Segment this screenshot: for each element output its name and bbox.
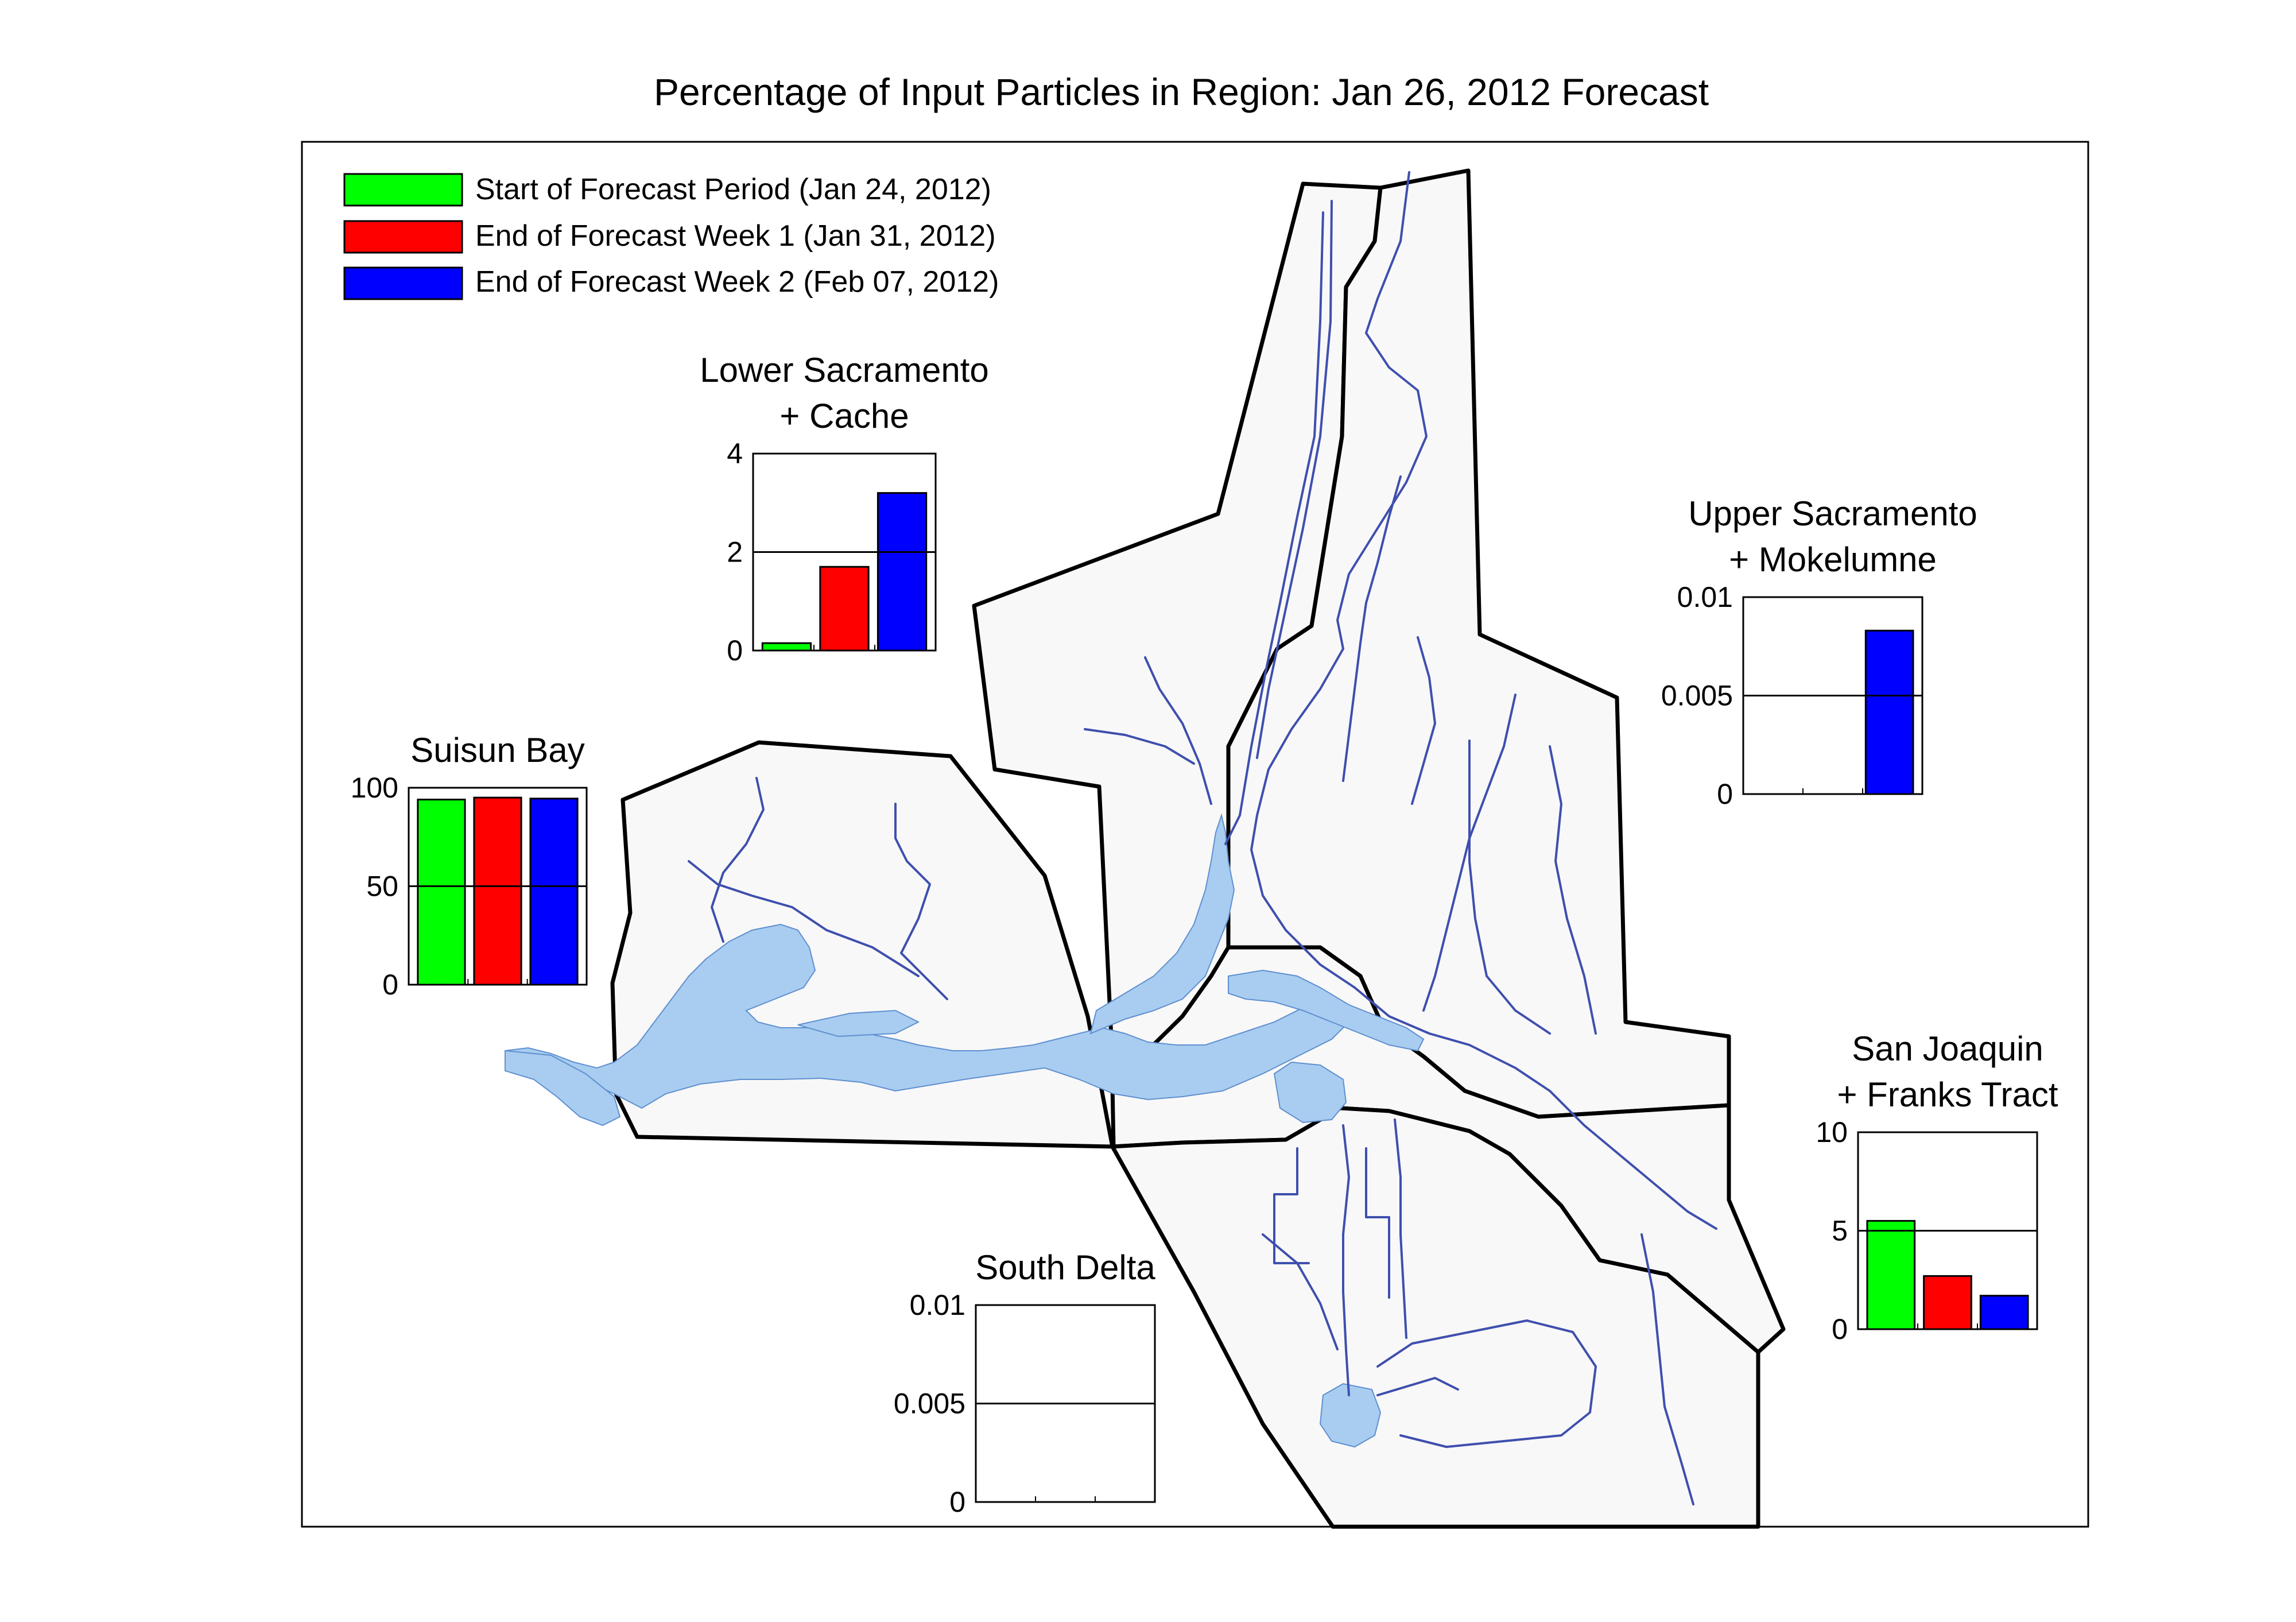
- suisun-marsh-north: [711, 777, 765, 943]
- y-tick-label: 4: [727, 438, 743, 470]
- y-tick-label: 0.005: [894, 1388, 965, 1420]
- y-tick-label: 50: [366, 870, 398, 903]
- inset-title: Lower Sacramento: [700, 351, 989, 389]
- y-tick-label: 0.01: [910, 1289, 965, 1321]
- sacramento-river-upper: [1250, 171, 1428, 989]
- y-tick-label: 2: [727, 536, 743, 568]
- legend-label-week2: End of Forecast Week 2 (Feb 07, 2012): [475, 265, 999, 299]
- grid-channel-1: [1273, 1147, 1310, 1264]
- yolo-bypass-channel: [1256, 200, 1333, 759]
- lindsey-slough: [1084, 728, 1195, 765]
- figure-title: Percentage of Input Particles in Region:…: [654, 71, 1709, 113]
- inset-title: + Cache: [779, 397, 909, 435]
- chart-upper-sacramento-mokelumne: 0.01 0.005 0 Upper Sacramento + Mokelumne: [1661, 494, 1977, 810]
- mokelumne-fork: [1468, 740, 1551, 1035]
- mokelumne-river: [1422, 694, 1517, 1012]
- delta-channel-water: [1228, 969, 1425, 1052]
- y-tick-label: 0: [382, 969, 398, 1001]
- legend: Start of Forecast Period (Jan 24, 2012) …: [343, 173, 999, 300]
- suisun-marsh-sloughs: [894, 803, 948, 1000]
- legend-label-week1: End of Forecast Week 1 (Jan 31, 2012): [475, 219, 996, 253]
- west-bay-outlet: [505, 1050, 621, 1127]
- sacramento-river-water: [1089, 813, 1235, 1035]
- inset-title: + Mokelumne: [1729, 540, 1937, 579]
- bar-series-3: [529, 798, 579, 986]
- bar-series-3: [1979, 1295, 2029, 1330]
- sacramento-deep-water-channel: [1224, 211, 1324, 845]
- marsh-creek: [1262, 1233, 1339, 1350]
- inset-title: Suisun Bay: [410, 731, 585, 769]
- y-tick-label: 0: [1832, 1313, 1848, 1345]
- south-delta-loop: [1376, 1319, 1597, 1448]
- bar-series-1: [761, 642, 812, 652]
- grid-channel-3: [1376, 1377, 1459, 1396]
- y-tick-label: 100: [351, 772, 398, 804]
- bar-series-1: [1866, 1220, 1916, 1330]
- san-joaquin-river: [1353, 986, 1717, 1230]
- y-tick-label: 5: [1832, 1215, 1848, 1247]
- steamboat-slough: [1342, 475, 1402, 782]
- grid-channel-2: [1365, 1147, 1390, 1299]
- inset-title: South Delta: [975, 1248, 1155, 1287]
- bar-series-1: [417, 799, 466, 986]
- old-river-channel: [1342, 1124, 1350, 1396]
- waterways: [505, 813, 1425, 1448]
- bar-series-2: [1923, 1275, 1972, 1330]
- y-tick-label: 0.01: [1677, 581, 1733, 613]
- bar-series-2: [473, 796, 522, 986]
- chart-south-delta: 0.01 0.005 0 South Delta: [894, 1248, 1156, 1518]
- franks-tract-water: [1273, 1061, 1347, 1124]
- y-tick-label: 10: [1816, 1116, 1848, 1148]
- montezuma-slough: [688, 860, 920, 977]
- river-channels: [688, 171, 1717, 1505]
- east-delta-channels: [1549, 745, 1597, 1035]
- y-tick-label: 0: [1717, 778, 1733, 810]
- inset-title: Upper Sacramento: [1688, 494, 1977, 533]
- middle-river-channel: [1394, 1118, 1407, 1339]
- chart-lower-sacramento-cache: 4 2 0 Lower Sacramento + Cache: [700, 351, 989, 667]
- chart-suisun-bay: 100 50 0 Suisun Bay: [351, 731, 588, 1001]
- y-tick-label: 0: [949, 1486, 965, 1518]
- inset-title: + Franks Tract: [1837, 1075, 2058, 1114]
- legend-label-start: Start of Forecast Period (Jan 24, 2012): [475, 173, 991, 206]
- lower-suisun-strait: [797, 1009, 920, 1038]
- clifton-court-forebay: [1319, 1383, 1382, 1448]
- bar-series-3: [876, 492, 928, 652]
- legend-swatch-week1: [343, 220, 463, 254]
- cache-slough-tributary: [1144, 656, 1212, 805]
- cosumnes-channel: [1411, 636, 1436, 805]
- legend-swatch-start: [343, 173, 463, 207]
- legend-swatch-week2: [343, 266, 463, 300]
- bar-series-2: [819, 566, 870, 652]
- chart-san-joaquin-franks-tract: 10 5 0 San Joaquin + Franks Tract: [1816, 1029, 2058, 1345]
- y-tick-label: 0.005: [1661, 680, 1733, 712]
- inset-title: San Joaquin: [1852, 1029, 2043, 1068]
- bar-series-3: [1864, 629, 1914, 795]
- y-tick-label: 0: [727, 634, 743, 667]
- san-joaquin-south: [1640, 1233, 1694, 1505]
